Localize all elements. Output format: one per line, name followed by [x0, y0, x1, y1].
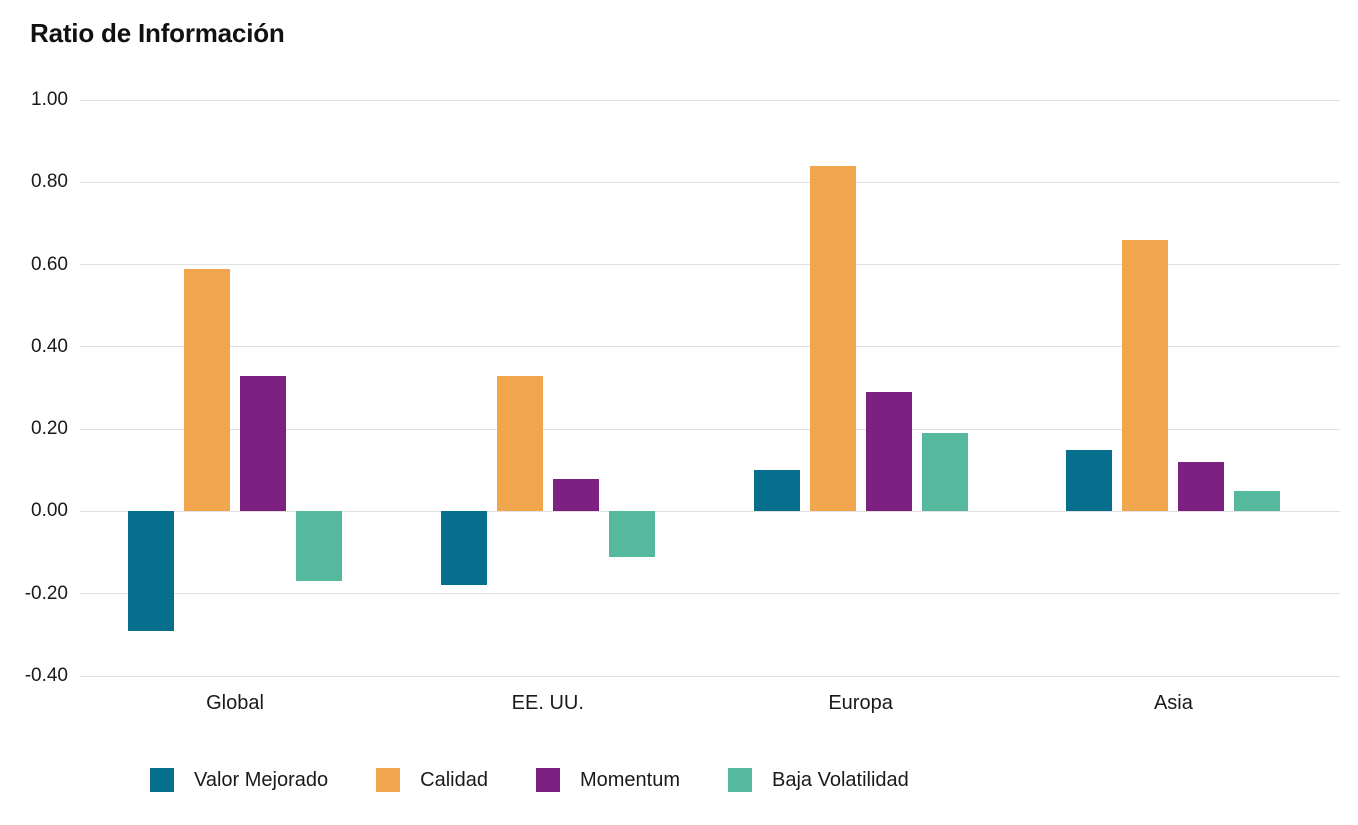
legend-item: Valor Mejorado	[150, 768, 328, 792]
legend-item: Momentum	[535, 768, 680, 792]
y-axis-tick-label: -0.40	[24, 665, 68, 686]
bar-valor-mejorado-global	[128, 511, 174, 631]
bar-baja-volatilidad-eeuu	[608, 511, 655, 557]
gridline	[80, 264, 1340, 266]
bar-momentum-asia	[1178, 462, 1225, 512]
bar-baja-volatilidad-global	[296, 511, 342, 582]
bar-momentum-eeuu	[552, 478, 599, 512]
bar-calidad-global	[184, 268, 230, 512]
x-axis-label: EE. UU.	[511, 692, 584, 714]
gridline	[80, 346, 1340, 348]
gridline	[80, 593, 1340, 595]
legend-item: Baja Volatilidad	[728, 768, 909, 792]
x-axis-label: Global	[206, 692, 264, 714]
legend-label: Calidad	[420, 769, 488, 791]
gridline	[80, 99, 1340, 101]
gridline	[80, 510, 1340, 512]
bar-calidad-eeuu	[496, 375, 543, 512]
bar-calidad-europa	[809, 165, 856, 512]
bar-valor-mejorado-asia	[1066, 449, 1113, 512]
y-axis-tick-label: 1.00	[31, 89, 68, 110]
bar-momentum-global	[240, 375, 286, 512]
gridline	[80, 675, 1340, 677]
legend-swatch-icon	[376, 768, 401, 792]
legend-label: Momentum	[579, 769, 680, 791]
bar-baja-volatilidad-europa	[921, 433, 968, 512]
x-axis-label: Europa	[828, 692, 893, 714]
x-axis-label: Asia	[1153, 692, 1193, 714]
gridline	[80, 181, 1340, 183]
chart-title: Ratio de Información	[30, 18, 285, 48]
legend: Valor Mejorado Calidad Momentum Baja Volati…	[150, 768, 909, 792]
bar-valor-mejorado-europa	[753, 470, 800, 512]
legend-label: Valor Mejorado	[194, 769, 329, 791]
y-axis-tick-label: 0.20	[31, 418, 68, 440]
y-axis-tick-label: 0.40	[31, 335, 68, 357]
y-axis-tick-label: 0.60	[31, 253, 68, 275]
bar-momentum-europa	[865, 392, 912, 512]
legend-swatch-icon	[728, 768, 752, 792]
y-axis-tick-label: 0.00	[31, 500, 68, 522]
legend-swatch-icon	[150, 768, 174, 792]
bar-calidad-asia	[1122, 239, 1169, 512]
bar-valor-mejorado-eeuu	[440, 511, 487, 586]
bar-baja-volatilidad-asia	[1234, 490, 1281, 512]
legend-swatch-icon	[535, 768, 560, 792]
legend-label: Baja Volatilidad	[772, 769, 909, 791]
y-axis-tick-label: 0.80	[31, 171, 68, 193]
legend-item: Calidad	[376, 768, 488, 792]
y-axis-tick-label: -0.20	[24, 582, 68, 604]
gridline	[80, 428, 1340, 430]
